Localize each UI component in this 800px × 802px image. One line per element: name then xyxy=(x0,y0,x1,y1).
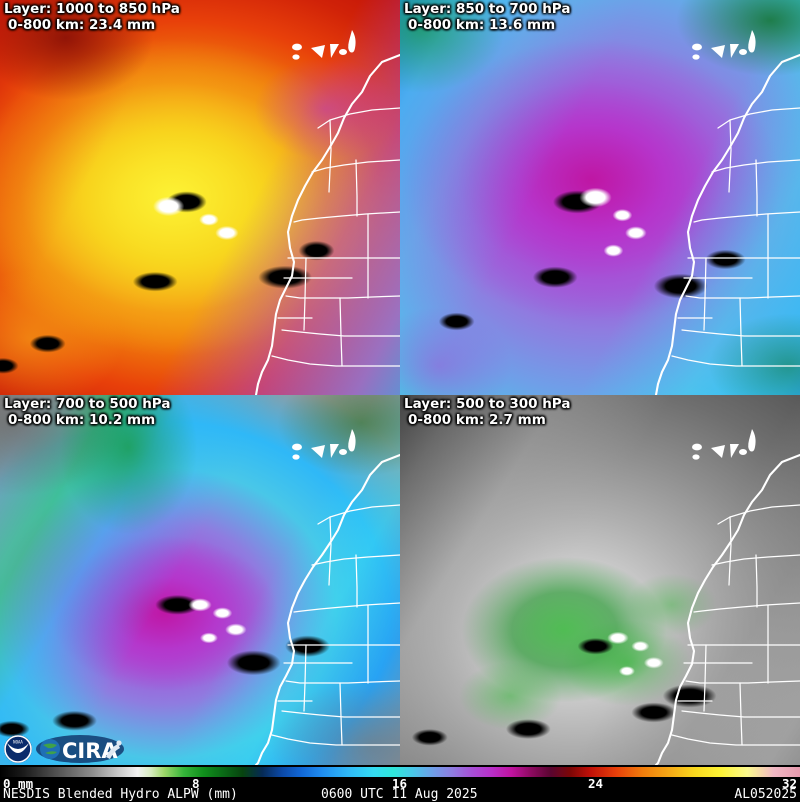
storm-id-badge: AL052025 xyxy=(734,787,797,802)
colorbar-tick-16: 16 xyxy=(392,776,408,791)
alpw-field-1000-850 xyxy=(0,0,400,395)
colorbar-tick-32: 32 xyxy=(781,776,797,791)
alpw-field-850-700 xyxy=(400,0,800,395)
colorbar-tick-8: 8 xyxy=(192,776,200,791)
alpw-field-500-300 xyxy=(400,395,800,765)
timestamp: 0600 UTC 11 Aug 2025 xyxy=(321,787,478,802)
panel-850-700-hpa[interactable]: Layer: 850 to 700 hPa 0-800 km: 13.6 mm xyxy=(400,0,800,395)
colorbar-tick-0: 0 mm xyxy=(3,776,34,791)
panel-700-500-hpa[interactable]: Layer: 700 to 500 hPa 0-800 km: 10.2 mm xyxy=(0,395,400,765)
colorbar-gradient[interactable] xyxy=(0,767,800,777)
colorbar-region: 0 mm 8 16 24 32 NESDIS Blended Hydro ALP… xyxy=(0,765,800,802)
alpw-field-700-500 xyxy=(0,395,400,765)
panel-1000-850-hpa[interactable]: Layer: 1000 to 850 hPa 0-800 km: 23.4 mm xyxy=(0,0,400,395)
footer-row: NESDIS Blended Hydro ALPW (mm) 0600 UTC … xyxy=(0,787,800,802)
panel-grid: Layer: 1000 to 850 hPa 0-800 km: 23.4 mm xyxy=(0,0,800,765)
product-name: NESDIS Blended Hydro ALPW (mm) xyxy=(3,787,238,802)
panel-500-300-hpa[interactable]: Layer: 500 to 300 hPa 0-800 km: 2.7 mm xyxy=(400,395,800,765)
colorbar-tick-24: 24 xyxy=(588,776,604,791)
